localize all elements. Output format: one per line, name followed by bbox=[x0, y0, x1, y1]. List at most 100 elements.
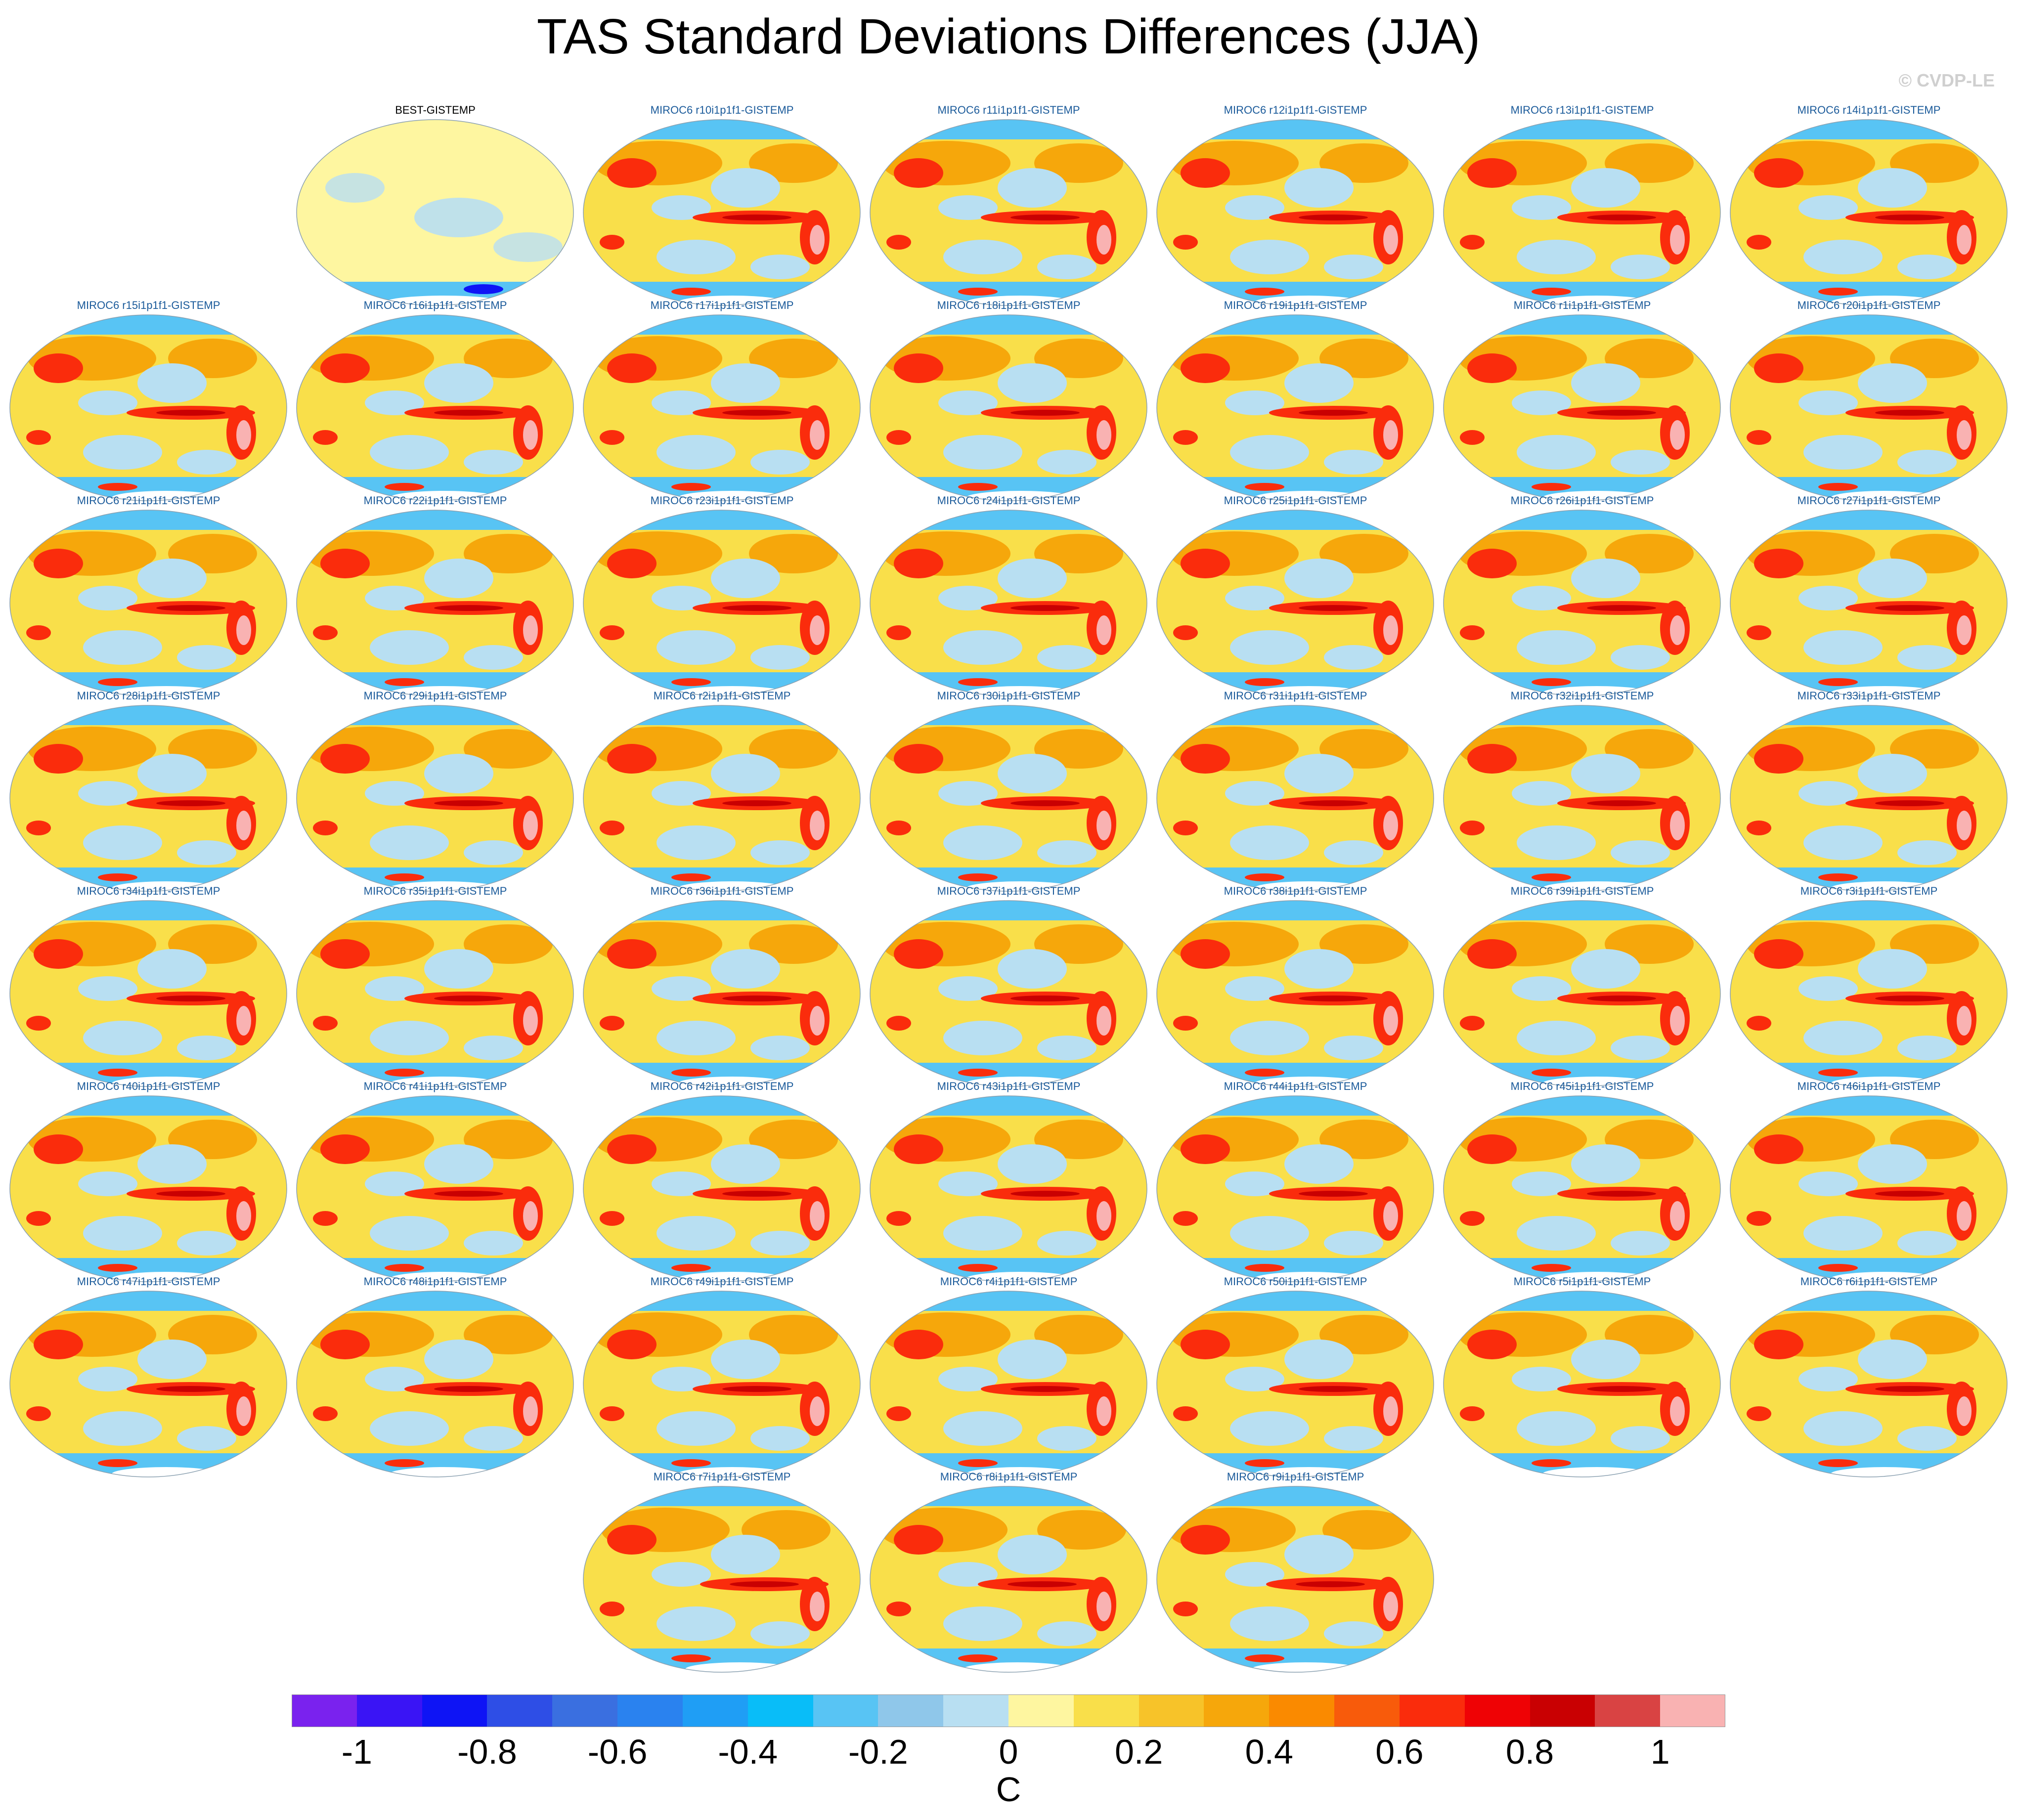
globe-map bbox=[296, 900, 574, 1087]
globe-map bbox=[583, 1291, 861, 1477]
colorbar-segment bbox=[1073, 1694, 1140, 1727]
map-panel: MIROC6 r11i1p1f1-GISTEMP bbox=[869, 104, 1148, 311]
map-panel: MIROC6 r8i1p1f1-GISTEMP bbox=[869, 1471, 1148, 1678]
globe-map bbox=[870, 119, 1147, 306]
colorbar-tick-label: -0.6 bbox=[587, 1733, 648, 1771]
colorbar-segment bbox=[422, 1694, 487, 1727]
colorbar-segment bbox=[1008, 1694, 1074, 1727]
colorbar-tick-label: -0.2 bbox=[848, 1733, 908, 1771]
panel-title: MIROC6 r8i1p1f1-GISTEMP bbox=[940, 1471, 1078, 1483]
globe-map bbox=[1443, 705, 1721, 892]
map-panel: MIROC6 r1i1p1f1-GISTEMP bbox=[1443, 299, 1722, 507]
panel-title: MIROC6 r19i1p1f1-GISTEMP bbox=[1224, 299, 1367, 311]
map-panel: MIROC6 r48i1p1f1-GISTEMP bbox=[296, 1275, 575, 1483]
map-panel: MIROC6 r2i1p1f1-GISTEMP bbox=[582, 690, 862, 897]
colorbar-tick-label: 1 bbox=[1650, 1733, 1670, 1771]
map-panel: MIROC6 r5i1p1f1-GISTEMP bbox=[1443, 1275, 1722, 1483]
globe-map bbox=[9, 900, 287, 1087]
colorbar-segment bbox=[1530, 1694, 1595, 1727]
map-panel: MIROC6 r24i1p1f1-GISTEMP bbox=[869, 494, 1148, 702]
map-panel: MIROC6 r44i1p1f1-GISTEMP bbox=[1156, 1080, 1435, 1288]
colorbar-tick-label: 0.2 bbox=[1114, 1733, 1163, 1771]
map-panel: MIROC6 r27i1p1f1-GISTEMP bbox=[1729, 494, 2009, 702]
globe-map bbox=[9, 1291, 287, 1477]
panel-title: MIROC6 r28i1p1f1-GISTEMP bbox=[77, 690, 220, 702]
panel-title: MIROC6 r38i1p1f1-GISTEMP bbox=[1224, 885, 1367, 897]
globe-map bbox=[1443, 900, 1721, 1087]
colorbar-segment bbox=[878, 1694, 944, 1727]
map-panel: MIROC6 r39i1p1f1-GISTEMP bbox=[1443, 885, 1722, 1092]
globe-map bbox=[1730, 314, 2008, 501]
panel-title: MIROC6 r4i1p1f1-GISTEMP bbox=[940, 1275, 1078, 1288]
map-panel: MIROC6 r12i1p1f1-GISTEMP bbox=[1156, 104, 1435, 311]
colorbar-segment bbox=[617, 1694, 683, 1727]
colorbar-segment bbox=[1269, 1694, 1335, 1727]
panel-title: MIROC6 r15i1p1f1-GISTEMP bbox=[77, 299, 220, 311]
panel-title: MIROC6 r35i1p1f1-GISTEMP bbox=[363, 885, 507, 897]
panel-title: MIROC6 r34i1p1f1-GISTEMP bbox=[77, 885, 220, 897]
map-panel: MIROC6 r25i1p1f1-GISTEMP bbox=[1156, 494, 1435, 702]
globe-map bbox=[1156, 1486, 1434, 1673]
colorbar-segment bbox=[1464, 1694, 1531, 1727]
globe-map bbox=[1156, 1095, 1434, 1282]
globe-map bbox=[870, 1291, 1147, 1477]
colorbar-segment bbox=[1204, 1694, 1270, 1727]
globe-map bbox=[296, 510, 574, 696]
panel-title: MIROC6 r43i1p1f1-GISTEMP bbox=[937, 1080, 1081, 1092]
panel-title: MIROC6 r5i1p1f1-GISTEMP bbox=[1513, 1275, 1651, 1288]
globe-map bbox=[1156, 705, 1434, 892]
colorbar-segment bbox=[487, 1694, 553, 1727]
map-panel: MIROC6 r13i1p1f1-GISTEMP bbox=[1443, 104, 1722, 311]
page-title: TAS Standard Deviations Differences (JJA… bbox=[536, 9, 1481, 64]
globe-map bbox=[296, 705, 574, 892]
colorbar bbox=[292, 1694, 1726, 1727]
panel-title: MIROC6 r50i1p1f1-GISTEMP bbox=[1224, 1275, 1367, 1288]
map-panel: MIROC6 r17i1p1f1-GISTEMP bbox=[582, 299, 862, 507]
globe-map bbox=[9, 705, 287, 892]
map-panel: MIROC6 r18i1p1f1-GISTEMP bbox=[869, 299, 1148, 507]
globe-map bbox=[1156, 119, 1434, 306]
globe-map bbox=[870, 900, 1147, 1087]
map-panel: MIROC6 r6i1p1f1-GISTEMP bbox=[1729, 1275, 2009, 1483]
panel-title: MIROC6 r46i1p1f1-GISTEMP bbox=[1797, 1080, 1941, 1092]
panel-title: MIROC6 r11i1p1f1-GISTEMP bbox=[937, 104, 1080, 116]
panel-title: MIROC6 r9i1p1f1-GISTEMP bbox=[1227, 1471, 1364, 1483]
panel-title: MIROC6 r49i1p1f1-GISTEMP bbox=[650, 1275, 794, 1288]
panel-title: MIROC6 r21i1p1f1-GISTEMP bbox=[77, 494, 220, 507]
globe-map bbox=[1443, 119, 1721, 306]
panel-title: MIROC6 r1i1p1f1-GISTEMP bbox=[1513, 299, 1651, 311]
panel-title: MIROC6 r2i1p1f1-GISTEMP bbox=[653, 690, 791, 702]
globe-map bbox=[583, 314, 861, 501]
map-panel: MIROC6 r37i1p1f1-GISTEMP bbox=[869, 885, 1148, 1092]
colorbar-tick-label: 0.4 bbox=[1245, 1733, 1293, 1771]
map-panel: MIROC6 r7i1p1f1-GISTEMP bbox=[582, 1471, 862, 1678]
map-panel: MIROC6 r10i1p1f1-GISTEMP bbox=[582, 104, 862, 311]
globe-map bbox=[583, 900, 861, 1087]
globe-map bbox=[1443, 314, 1721, 501]
globe-map bbox=[870, 314, 1147, 501]
globe-map bbox=[9, 1095, 287, 1282]
globe-map bbox=[583, 1486, 861, 1673]
globe-map bbox=[9, 510, 287, 696]
map-panel: MIROC6 r42i1p1f1-GISTEMP bbox=[582, 1080, 862, 1288]
colorbar-border bbox=[292, 1694, 1725, 1727]
panel-title: BEST-GISTEMP bbox=[395, 104, 476, 116]
colorbar-segment bbox=[1595, 1694, 1661, 1727]
panel-title: MIROC6 r18i1p1f1-GISTEMP bbox=[937, 299, 1081, 311]
globe-map bbox=[583, 705, 861, 892]
map-panel: MIROC6 r41i1p1f1-GISTEMP bbox=[296, 1080, 575, 1288]
map-panel: MIROC6 r9i1p1f1-GISTEMP bbox=[1156, 1471, 1435, 1678]
colorbar-segment bbox=[292, 1694, 357, 1727]
panel-title: MIROC6 r48i1p1f1-GISTEMP bbox=[363, 1275, 507, 1288]
map-panel: MIROC6 r19i1p1f1-GISTEMP bbox=[1156, 299, 1435, 507]
globe-map bbox=[1730, 510, 2008, 696]
globe-map bbox=[296, 119, 574, 306]
map-panel: MIROC6 r38i1p1f1-GISTEMP bbox=[1156, 885, 1435, 1092]
panel-title: MIROC6 r39i1p1f1-GISTEMP bbox=[1510, 885, 1654, 897]
panel-title: MIROC6 r10i1p1f1-GISTEMP bbox=[650, 104, 794, 116]
map-panel: MIROC6 r20i1p1f1-GISTEMP bbox=[1729, 299, 2009, 507]
globe-map bbox=[1730, 1291, 2008, 1477]
credit-watermark: © CVDP-LE bbox=[1898, 70, 1995, 90]
panel-title: MIROC6 r44i1p1f1-GISTEMP bbox=[1224, 1080, 1367, 1092]
panel-title: MIROC6 r16i1p1f1-GISTEMP bbox=[363, 299, 507, 311]
